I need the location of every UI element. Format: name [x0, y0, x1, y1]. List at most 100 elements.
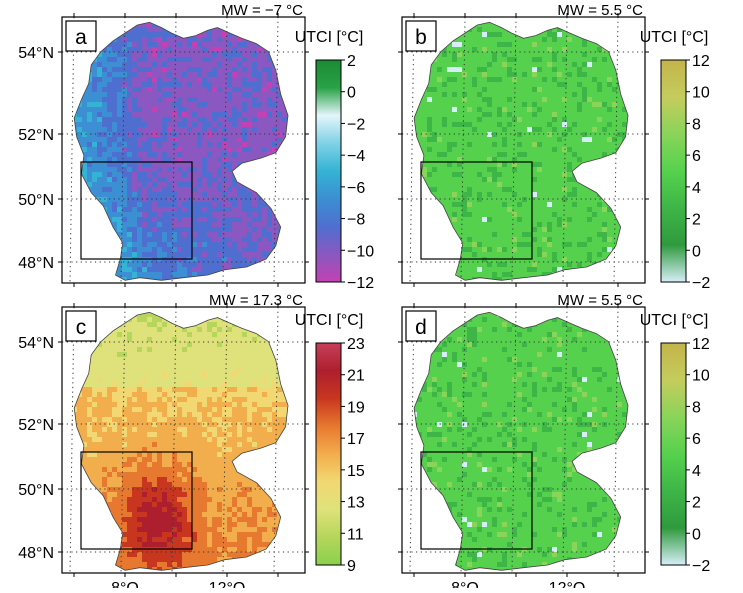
heatmap-cell — [432, 72, 437, 77]
heatmap-cell — [562, 82, 567, 87]
heatmap-cell — [557, 32, 562, 37]
heatmap-cell — [522, 162, 527, 167]
heatmap-cell — [232, 257, 237, 262]
heatmap-cell — [537, 177, 542, 182]
heatmap-cell — [252, 252, 257, 257]
heatmap-cell — [142, 102, 147, 107]
heatmap-cell — [202, 167, 207, 172]
heatmap-cell — [587, 77, 592, 82]
heatmap-cell — [512, 207, 517, 212]
heatmap-cell — [137, 42, 142, 47]
heatmap-cell — [537, 227, 542, 232]
heatmap-cell — [262, 127, 267, 132]
heatmap-cell — [592, 142, 597, 147]
heatmap-cell — [232, 152, 237, 157]
heatmap-cell — [217, 97, 222, 102]
heatmap-cell — [457, 52, 462, 57]
heatmap-cell — [222, 102, 227, 107]
heatmap-cell — [502, 157, 507, 162]
heatmap-cell — [167, 72, 172, 77]
heatmap-cell — [607, 227, 612, 232]
heatmap-cell — [212, 207, 217, 212]
heatmap-cell — [492, 47, 497, 52]
heatmap-cell — [232, 217, 237, 222]
heatmap-cell — [577, 82, 582, 87]
heatmap-cell — [177, 242, 182, 247]
heatmap-cell — [567, 202, 572, 207]
heatmap-cell — [452, 62, 457, 67]
heatmap-cell — [162, 217, 167, 222]
heatmap-cell — [157, 87, 162, 92]
heatmap-cell — [487, 237, 492, 242]
heatmap-cell — [217, 122, 222, 127]
heatmap-cell — [492, 207, 497, 212]
heatmap-cell — [132, 162, 137, 167]
heatmap-cell — [457, 77, 462, 82]
heatmap-cell — [487, 242, 492, 247]
heatmap-cell — [197, 122, 202, 127]
heatmap-cell — [92, 97, 97, 102]
heatmap-cell — [582, 142, 587, 147]
heatmap-cell — [137, 242, 142, 247]
heatmap-cell — [487, 142, 492, 147]
heatmap-cell — [597, 72, 602, 77]
heatmap-cell — [517, 102, 522, 107]
heatmap-cell — [187, 227, 192, 232]
heatmap-cell — [522, 237, 527, 242]
y-tick-label: 54°N — [18, 45, 54, 62]
heatmap-cell — [147, 142, 152, 147]
heatmap-cell — [222, 147, 227, 152]
heatmap-cell — [572, 232, 577, 237]
heatmap-cell — [217, 237, 222, 242]
heatmap-cell — [212, 262, 217, 267]
heatmap-cell — [167, 122, 172, 127]
heatmap-cell — [187, 97, 192, 102]
heatmap-cell — [177, 67, 182, 72]
heatmap-cell — [202, 97, 207, 102]
heatmap-cell — [567, 62, 572, 67]
heatmap-cell — [512, 182, 517, 187]
heatmap-cell — [232, 232, 237, 237]
heatmap-cell — [147, 127, 152, 132]
heatmap-cell — [607, 72, 612, 77]
heatmap-cell — [127, 202, 132, 207]
heatmap-cell — [467, 137, 472, 142]
heatmap-cell — [167, 272, 172, 277]
heatmap-cell — [467, 42, 472, 47]
heatmap-cell — [482, 147, 487, 152]
heatmap-cell — [267, 67, 272, 72]
heatmap-cell — [257, 242, 262, 247]
heatmap-cell — [162, 92, 167, 97]
heatmap-cell — [517, 82, 522, 87]
heatmap-cell — [532, 47, 537, 52]
heatmap-cell — [182, 207, 187, 212]
heatmap-cell — [217, 207, 222, 212]
heatmap-cell — [537, 122, 542, 127]
heatmap-cell — [192, 122, 197, 127]
heatmap-cell — [192, 222, 197, 227]
heatmap-cell — [142, 177, 147, 182]
heatmap-cell — [147, 117, 152, 122]
heatmap-cell — [537, 52, 542, 57]
heatmap-cell — [187, 237, 192, 242]
heatmap-cell — [172, 57, 177, 62]
panel-title: MW = −7 °C — [221, 2, 303, 19]
heatmap-cell — [467, 232, 472, 237]
heatmap-cell — [127, 77, 132, 82]
heatmap-cell — [602, 82, 607, 87]
heatmap-cell — [587, 102, 592, 107]
heatmap-cell — [572, 217, 577, 222]
heatmap-cell — [492, 187, 497, 192]
heatmap-cell — [572, 127, 577, 132]
heatmap-cell — [107, 147, 112, 152]
heatmap-cell — [612, 97, 617, 102]
heatmap-cell — [257, 207, 262, 212]
heatmap-cell — [532, 102, 537, 107]
heatmap-cell — [607, 97, 612, 102]
heatmap-cell — [157, 52, 162, 57]
heatmap-cell — [462, 127, 467, 132]
heatmap-cell — [587, 62, 592, 67]
heatmap-cell — [437, 182, 442, 187]
heatmap-cell — [222, 107, 227, 112]
y-tick-label: 50°N — [18, 192, 54, 209]
